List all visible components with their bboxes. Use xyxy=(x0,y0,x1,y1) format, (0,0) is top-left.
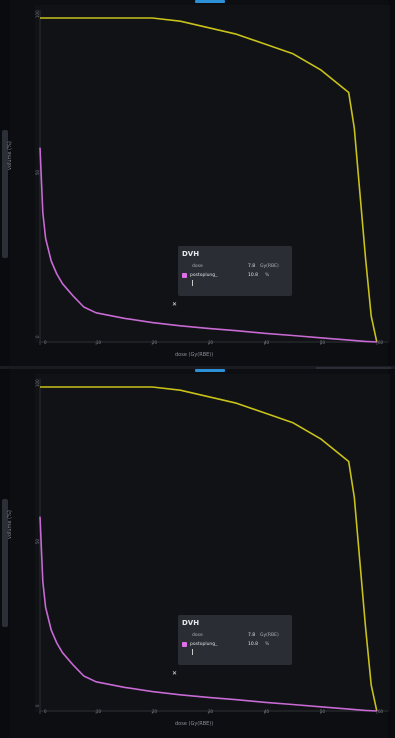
y-tick-label: 100 xyxy=(35,10,40,18)
dvh-tooltip: DVH dose 7.8 Gy(RBE) postoplung_ 10.8 % xyxy=(178,615,292,665)
tooltip-series-value: 10.8 xyxy=(248,642,259,647)
dvh-series-line-magenta[interactable] xyxy=(39,147,377,343)
tooltip-title: DVH xyxy=(182,250,200,258)
y-axis-label: volume (%) xyxy=(7,510,13,539)
series-swatch-icon xyxy=(182,273,187,278)
divider-grip[interactable] xyxy=(316,367,391,369)
dvh-series-line-yellow[interactable] xyxy=(40,17,378,343)
tooltip-dose-value: 7.8 xyxy=(248,633,256,638)
tooltip-dose-unit: Gy(RBE) xyxy=(260,633,279,638)
tooltip-series-unit: % xyxy=(265,273,270,278)
x-tick-label: 0 xyxy=(44,340,47,345)
x-tick-label: 50 xyxy=(320,709,326,714)
x-axis-label: dose (Gy(RBE)) xyxy=(175,352,214,358)
text-cursor xyxy=(192,649,193,655)
tooltip-dose-value: 7.8 xyxy=(248,264,256,269)
dvh-panel-top[interactable]: volume (%) 100 50 0 0 10 20 30 40 50 60 … xyxy=(0,0,395,369)
tooltip-title: DVH xyxy=(182,619,200,627)
y-tick-label: 50 xyxy=(35,169,40,175)
text-cursor xyxy=(192,280,193,286)
right-rail xyxy=(388,369,395,738)
y-tick-label: 100 xyxy=(35,379,40,387)
series-layer xyxy=(39,386,378,714)
y-tick-label: 0 xyxy=(35,704,40,707)
tooltip-series-value: 10.8 xyxy=(248,273,259,278)
x-tick-label: 30 xyxy=(208,709,214,714)
x-tick-label: 60 xyxy=(378,340,384,345)
x-tick-label: 10 xyxy=(96,709,102,714)
x-tick-label: 20 xyxy=(152,340,158,345)
dvh-panel-bottom[interactable]: volume (%) 100 50 0 0 10 20 30 40 50 60 … xyxy=(0,369,395,738)
panel-divider[interactable] xyxy=(0,366,395,369)
tooltip-series-name: postoplung_ xyxy=(190,642,218,647)
y-axis-label: volume (%) xyxy=(7,141,13,170)
dvh-plot-top[interactable] xyxy=(0,0,395,369)
left-rail xyxy=(0,369,10,738)
dvh-plot-bottom[interactable] xyxy=(0,369,395,738)
resize-handle[interactable] xyxy=(2,130,8,258)
x-tick-label: 60 xyxy=(378,709,384,714)
x-tick-label: 40 xyxy=(264,709,270,714)
x-tick-label: 0 xyxy=(44,709,47,714)
right-rail xyxy=(388,0,395,369)
series-layer xyxy=(39,17,378,345)
dvh-series-line-yellow[interactable] xyxy=(40,386,378,712)
series-swatch-icon xyxy=(182,642,187,647)
cursor-marker-icon: ✕ xyxy=(172,301,178,308)
y-tick-label: 0 xyxy=(35,335,40,338)
resize-handle[interactable] xyxy=(2,499,8,627)
cursor-marker-icon: ✕ xyxy=(172,670,178,677)
x-axis-label: dose (Gy(RBE)) xyxy=(175,721,214,727)
panel-drag-indicator[interactable] xyxy=(195,369,225,372)
tooltip-dose-key: dose xyxy=(192,264,203,269)
dvh-series-line-magenta[interactable] xyxy=(39,516,377,712)
x-tick-label: 40 xyxy=(264,340,270,345)
tooltip-dose-unit: Gy(RBE) xyxy=(260,264,279,269)
x-tick-label: 50 xyxy=(320,340,326,345)
x-tick-label: 10 xyxy=(96,340,102,345)
panel-drag-indicator[interactable] xyxy=(195,0,225,3)
tooltip-dose-key: dose xyxy=(192,633,203,638)
tooltip-series-name: postoplung_ xyxy=(190,273,218,278)
y-tick-label: 50 xyxy=(35,538,40,544)
x-tick-label: 20 xyxy=(152,709,158,714)
left-rail xyxy=(0,0,10,369)
dvh-tooltip: DVH dose 7.8 Gy(RBE) postoplung_ 10.8 % xyxy=(178,246,292,296)
x-tick-label: 30 xyxy=(208,340,214,345)
tooltip-series-unit: % xyxy=(265,642,270,647)
